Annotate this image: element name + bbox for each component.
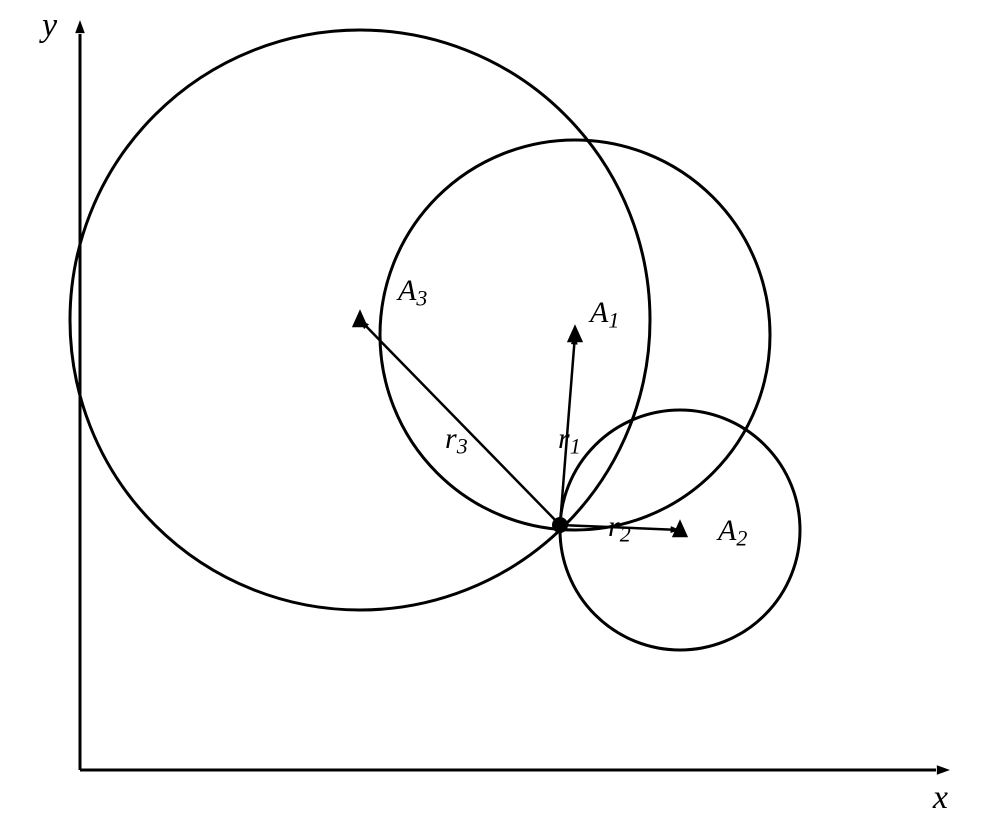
y-axis-label: y	[39, 7, 58, 44]
label-A1: A1	[588, 296, 619, 333]
label-A3: A3	[396, 274, 427, 311]
label-A2: A2	[716, 514, 747, 551]
label-r1: r1	[558, 422, 581, 459]
x-axis-label: x	[932, 779, 948, 816]
label-r2: r2	[608, 510, 631, 547]
intersection-point	[552, 517, 568, 533]
